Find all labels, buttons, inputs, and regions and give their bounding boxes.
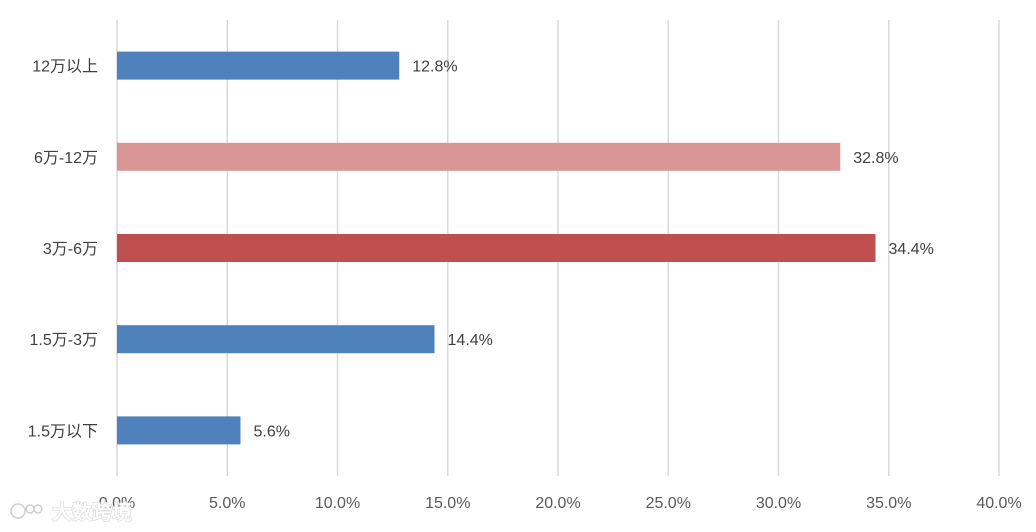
category-labels: 12万以上 6万-12万 3万-6万 1.5万-3万 1.5万以下 (28, 58, 98, 441)
category-label: 6万-12万 (34, 150, 98, 167)
watermark-text: 大数跨境 (52, 500, 132, 524)
bar (117, 325, 435, 354)
bar (117, 142, 841, 171)
data-label: 14.4% (448, 332, 493, 349)
x-tick-label: 15.0% (425, 495, 470, 512)
x-axis-tick-labels: 0.0% 5.0% 10.0% 15.0% 20.0% 25.0% 30.0% 35.0% 40… (99, 495, 1022, 512)
data-label: 5.6% (253, 423, 289, 440)
category-label: 3万-6万 (43, 241, 98, 258)
data-label: 12.8% (412, 59, 457, 76)
bar (117, 416, 241, 445)
bar (117, 234, 876, 262)
category-label: 1.5万以下 (28, 423, 98, 440)
watermark: 大数跨境 (10, 500, 133, 525)
x-tick-label: 25.0% (646, 495, 691, 512)
x-tick-label: 30.0% (756, 495, 801, 512)
category-label: 12万以上 (32, 58, 98, 76)
category-label: 1.5万-3万 (30, 332, 98, 349)
data-label: 34.4% (889, 241, 934, 258)
x-tick-label: 35.0% (866, 495, 911, 512)
data-label: 32.8% (853, 150, 898, 167)
bar (117, 51, 400, 80)
x-tick-label: 10.0% (315, 495, 360, 512)
bars (117, 51, 876, 445)
x-tick-label: 20.0% (535, 495, 580, 512)
x-tick-label: 5.0% (209, 495, 245, 512)
x-tick-label: 0.0% (99, 495, 135, 512)
x-tick-label: 40.0% (976, 495, 1021, 512)
watermark-logo-icon (10, 503, 43, 519)
data-labels: 12.8% 32.8% 34.4% 14.4% 5.6% (253, 59, 933, 441)
